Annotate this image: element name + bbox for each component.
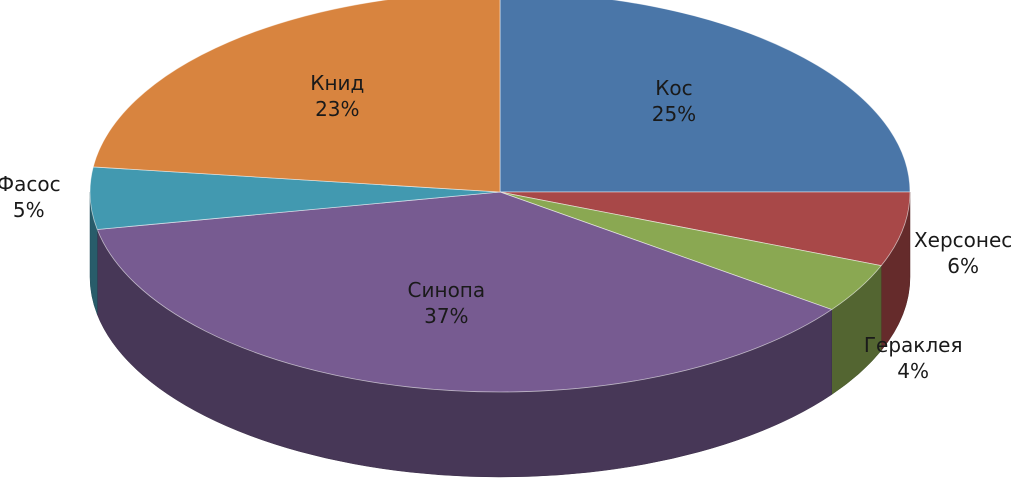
label-name: Синопа [408, 278, 486, 302]
slice [499, 0, 911, 193]
slice-top [92, 0, 501, 193]
label-value: 25% [652, 102, 696, 126]
label-value: 5% [13, 198, 45, 222]
data-label: Фасос 5% [0, 172, 61, 222]
label-name: Гераклея [864, 333, 963, 357]
data-label: Кос 25% [652, 76, 696, 126]
label-name: Фасос [0, 172, 61, 196]
slice-top [96, 191, 833, 393]
label-name: Херсонес [914, 228, 1012, 252]
slice [499, 191, 911, 352]
label-value: 4% [897, 359, 929, 383]
slice [89, 166, 501, 315]
label-name: Книд [310, 71, 364, 95]
data-label: Синопа 37% [408, 278, 486, 328]
data-label: Херсонес 6% [914, 228, 1012, 278]
slice-top [499, 191, 911, 267]
label-value: 37% [424, 304, 468, 328]
data-label: Книд 23% [310, 71, 364, 121]
label-value: 6% [947, 254, 979, 278]
data-label: Гераклея 4% [864, 333, 963, 383]
slice-top [499, 0, 911, 193]
label-name: Кос [655, 76, 692, 100]
label-value: 23% [315, 97, 359, 121]
slice [92, 0, 501, 193]
